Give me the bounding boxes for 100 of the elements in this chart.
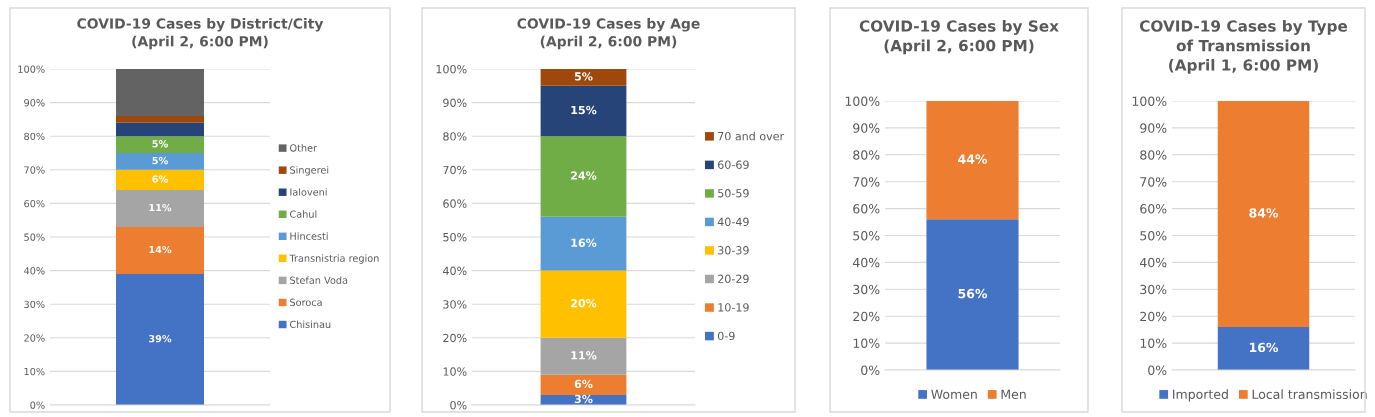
y-tick-label: 10% xyxy=(1140,338,1167,349)
y-tick-label: 100% xyxy=(436,64,467,74)
y-tick-label: 100% xyxy=(1132,96,1167,106)
legend-label: Stefan Voda xyxy=(290,276,348,284)
legend-label: Cahul xyxy=(289,210,317,218)
y-tick-label: 70% xyxy=(24,166,45,174)
legend-label: Transnistria region xyxy=(289,254,379,264)
data-label: 39% xyxy=(149,334,172,343)
legend-label: Singerei xyxy=(290,166,329,176)
legend-label: Men xyxy=(1001,389,1026,399)
data-label: 15% xyxy=(571,105,597,115)
bar xyxy=(116,136,204,153)
y-tick-label: 0% xyxy=(861,365,880,375)
y-tick-label: 80% xyxy=(1140,150,1167,160)
bar xyxy=(540,374,627,395)
chart-title: COVID-19 Cases by Age (April 2, 6:00 PM) xyxy=(517,18,700,50)
y-tick-label: 90% xyxy=(1140,123,1167,133)
y-tick-label: 90% xyxy=(853,123,880,133)
bar xyxy=(540,216,627,271)
y-tick-label: 70% xyxy=(443,165,467,175)
data-label: 6% xyxy=(152,175,168,183)
legend-label: Hincesti xyxy=(290,232,328,240)
y-tick-label: 20% xyxy=(443,333,467,343)
data-label: 6% xyxy=(574,379,593,389)
data-label: 5% xyxy=(152,156,168,165)
data-label: 16% xyxy=(1249,342,1279,353)
legend-label: 40-49 xyxy=(717,217,749,226)
y-tick-label: 50% xyxy=(24,233,45,241)
legend-label: 70 and over xyxy=(718,131,785,141)
y-tick-label: 30% xyxy=(853,284,880,295)
data-label: 20% xyxy=(571,299,597,308)
bar xyxy=(540,136,627,217)
y-tick-label: 10% xyxy=(853,338,880,349)
y-tick-label: 100% xyxy=(18,65,45,73)
legend-label: 20-29 xyxy=(718,274,749,284)
y-tick-label: 50% xyxy=(853,230,880,241)
y-tick-label: 50% xyxy=(1140,230,1167,241)
legend-label: 10-19 xyxy=(718,303,749,312)
y-tick-label: 50% xyxy=(443,232,467,242)
y-tick-label: 60% xyxy=(853,204,880,214)
legend-label: Other xyxy=(289,144,318,152)
bar xyxy=(116,153,204,170)
legend-label: Soroca xyxy=(290,298,322,306)
y-tick-label: 60% xyxy=(1140,204,1167,214)
bar xyxy=(116,122,204,137)
data-label: 44% xyxy=(958,154,988,164)
y-tick-label: 20% xyxy=(853,311,880,322)
y-tick-label: 90% xyxy=(24,99,45,107)
data-label: 16% xyxy=(571,238,597,247)
bar xyxy=(540,270,627,338)
y-tick-label: 80% xyxy=(443,132,467,141)
bar xyxy=(116,116,204,123)
y-tick-label: 0% xyxy=(30,401,45,409)
bar xyxy=(116,69,204,117)
y-tick-label: 40% xyxy=(442,266,467,275)
data-label: 24% xyxy=(571,171,597,180)
y-tick-label: 0% xyxy=(450,400,467,410)
y-tick-label: 80% xyxy=(853,150,880,160)
y-tick-label: 60% xyxy=(24,199,45,208)
legend-label: Chisinau xyxy=(289,320,331,329)
data-label: 3% xyxy=(574,394,593,404)
y-tick-label: 90% xyxy=(443,98,467,107)
y-tick-label: 30% xyxy=(24,300,45,309)
bar xyxy=(116,226,204,274)
y-tick-label: 60% xyxy=(443,199,467,208)
data-label: 11% xyxy=(149,203,172,212)
chart-title: COVID-19 Cases by District/City (April 2, 6:00 PM) xyxy=(77,18,324,50)
y-tick-label: 70% xyxy=(1140,177,1167,187)
bar xyxy=(116,189,204,227)
y-tick-label: 40% xyxy=(852,257,880,268)
y-tick-label: 70% xyxy=(853,177,880,187)
y-tick-label: 30% xyxy=(1140,284,1167,295)
y-tick-label: 40% xyxy=(1139,257,1167,268)
y-tick-label: 80% xyxy=(24,132,45,141)
y-tick-label: 100% xyxy=(845,96,880,106)
y-tick-label: 40% xyxy=(24,267,45,275)
y-tick-label: 10% xyxy=(443,367,467,376)
y-tick-label: 0% xyxy=(1148,365,1167,375)
legend-label: 30-39 xyxy=(718,246,749,255)
bar xyxy=(540,69,627,86)
bar xyxy=(540,85,627,137)
data-label: 84% xyxy=(1249,208,1279,218)
legend-label: Women xyxy=(931,389,977,399)
data-label: 11% xyxy=(571,351,597,360)
legend-label: 60-69 xyxy=(718,160,749,169)
legend-label: 50-59 xyxy=(718,189,749,198)
chart-title: COVID-19 Cases by Sex (April 2, 6:00 PM) xyxy=(859,20,1059,55)
y-tick-label: 20% xyxy=(24,334,45,342)
y-tick-label: 10% xyxy=(24,367,45,376)
y-tick-label: 20% xyxy=(1140,311,1167,322)
bar xyxy=(116,169,204,190)
data-label: 5% xyxy=(574,72,593,81)
bar xyxy=(540,337,627,375)
legend-label: Local transmission xyxy=(1252,389,1367,399)
chart-title: COVID-19 Cases by Type of Transmission (April 1, 6:00 PM) xyxy=(1139,20,1348,74)
data-label: 14% xyxy=(149,245,172,254)
data-label: 56% xyxy=(958,288,988,299)
bar xyxy=(116,273,204,405)
legend-label: Ialoveni xyxy=(290,188,327,196)
y-tick-label: 30% xyxy=(443,300,467,309)
